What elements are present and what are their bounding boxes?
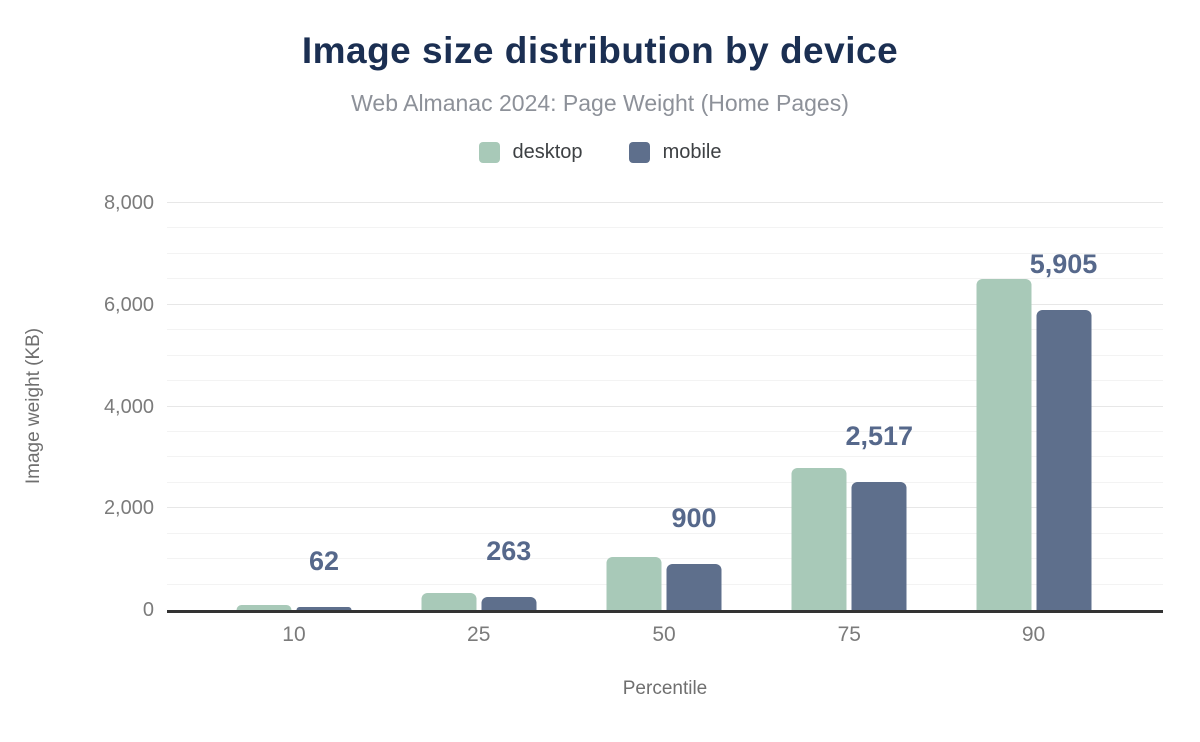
legend-swatch-mobile (628, 142, 650, 163)
y-tick-label-8000: 8,000 (103, 192, 154, 214)
y-tick-label-6000: 6,000 (103, 293, 154, 316)
gridline-5000 (167, 354, 1163, 356)
gridline-4000 (167, 405, 1163, 407)
gridline-8000 (167, 202, 1163, 203)
gridline-1500 (167, 532, 1163, 534)
gridline-1000 (167, 558, 1163, 560)
gridline-2500 (167, 481, 1163, 483)
chart-subtitle: Web Almanac 2024: Page Weight (Home Page… (351, 90, 849, 116)
bar-desktop-p10 (236, 604, 292, 610)
bar-group-p90: 5,905 (976, 249, 1097, 610)
y-tick-label-2000: 2,000 (103, 497, 154, 520)
legend-label-mobile: mobile (662, 141, 722, 163)
legend-item-mobile: mobile (628, 141, 722, 164)
y-tick-label-0: 0 (142, 599, 154, 621)
value-label-mobile-p50: 900 (671, 503, 717, 534)
value-label-mobile-p90: 5,905 (1029, 248, 1098, 279)
gridline-4500 (167, 380, 1163, 382)
gridline-3000 (167, 456, 1163, 458)
x-tick-label-75: 75 (837, 623, 861, 646)
y-tick-label-4000: 4,000 (103, 395, 154, 418)
bar-mobile-p25: 263 (481, 536, 537, 610)
gridline-5500 (167, 329, 1163, 331)
plot-area: Percentile 0 2,000 4,000 6,000 8,000 62 10 263 2… (104, 192, 1163, 699)
bar-mobile-p50: 900 (666, 503, 722, 610)
bar-mobile-p90: 5,905 (1030, 249, 1097, 610)
x-tick-label-25: 25 (467, 623, 491, 646)
bar-group-p10: 62 (236, 546, 352, 610)
x-tick-label-90: 90 (1021, 623, 1046, 646)
gridline-6000 (167, 303, 1163, 305)
y-axis-title: Image weight (KB) (23, 327, 44, 485)
bar-desktop-p90 (976, 279, 1032, 610)
gridline-7000 (167, 252, 1163, 254)
bar-desktop-p50 (606, 556, 662, 610)
x-tick-label-10: 10 (282, 623, 306, 646)
chart-title: Image size distribution by device (301, 30, 899, 71)
bar-desktop-p75 (791, 467, 847, 610)
value-label-mobile-p25: 263 (486, 535, 532, 566)
value-label-mobile-p10: 62 (308, 545, 340, 576)
legend-item-desktop: desktop (478, 141, 583, 164)
bar-mobile-p75: 2,517 (845, 421, 913, 610)
bar-group-p50: 900 (606, 503, 722, 610)
gridline-500 (167, 583, 1163, 585)
chart-legend: desktop mobile (0, 141, 1200, 164)
bar-group-p25: 263 (421, 536, 537, 610)
bar-group-p75: 2,517 (791, 421, 913, 610)
gridline-7500 (167, 227, 1163, 229)
gridline-6500 (167, 278, 1163, 280)
legend-swatch-desktop (478, 142, 500, 163)
x-axis-title: Percentile (622, 678, 708, 699)
gridline-2000 (167, 507, 1163, 509)
legend-label-desktop: desktop (512, 141, 583, 163)
x-tick-label-50: 50 (652, 623, 676, 646)
gridline-3500 (167, 430, 1163, 432)
bar-mobile-p10: 62 (296, 546, 352, 610)
bar-desktop-p25 (421, 592, 477, 610)
value-label-mobile-p75: 2,517 (845, 420, 914, 451)
